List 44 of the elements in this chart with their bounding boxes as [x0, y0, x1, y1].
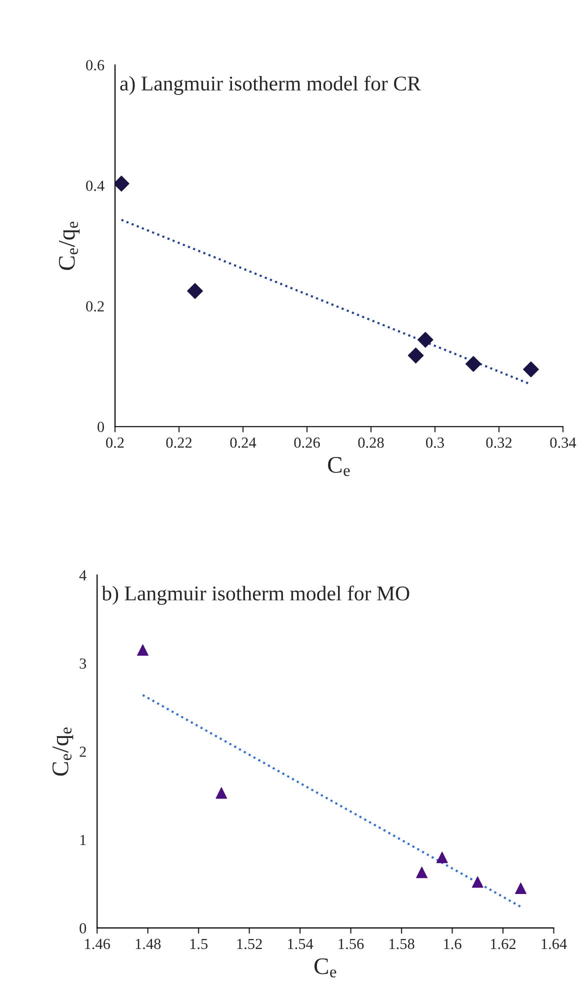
x-axis-title: C$_{e}$ [314, 958, 336, 978]
point [465, 356, 482, 372]
point [515, 882, 526, 894]
x-tick-label: 0.2 [106, 437, 124, 448]
y-tick-label: 0.2 [86, 301, 104, 312]
y-tick-label: 0.6 [86, 60, 104, 70]
point [472, 876, 484, 888]
y-tick-label: 2 [80, 746, 86, 757]
x-tick-label: 1.58 [389, 938, 414, 950]
y-tick-label: 0 [80, 923, 86, 934]
x-tick-label: 0.32 [486, 437, 512, 448]
point [408, 348, 424, 364]
x-tick-label: 1.6 [444, 938, 462, 950]
y-tick-label: 0.4 [86, 180, 104, 191]
y-tick-label: 1 [80, 834, 86, 846]
x-tick-label: 1.46 [85, 938, 110, 950]
x-tick-label: 1.52 [237, 938, 262, 950]
point [436, 852, 448, 864]
point [523, 361, 539, 378]
y-axis-title: C$_{e}$/q$_{e}$ [52, 728, 74, 776]
x-tick-label: 1.54 [288, 938, 314, 950]
point [137, 644, 148, 656]
point [416, 866, 428, 878]
y-tick-label: 3 [80, 658, 86, 669]
point [417, 332, 434, 348]
y-axis-title: C$_{e}$/q$_{e}$ [58, 222, 80, 270]
x-tick-label: 0.3 [426, 437, 444, 448]
x-tick-label: 0.28 [358, 437, 384, 448]
x-tick-label: 1.62 [490, 938, 516, 950]
x-tick-label: 1.64 [542, 938, 567, 950]
x-tick-label: 0.24 [230, 437, 256, 448]
x-tick-label: 0.26 [294, 437, 320, 448]
chart-title: a) Langmuir isotherm model for CR [120, 76, 421, 95]
x-tick-label: 1.5 [190, 938, 208, 950]
y-tick-label: 0 [98, 422, 104, 432]
point [216, 787, 228, 799]
x-tick-label: 1.56 [338, 938, 364, 950]
x-tick-label: 0.22 [166, 437, 192, 448]
chart-title: b) Langmuir isotherm model for MO [102, 586, 410, 605]
x-tick-label: 1.48 [136, 938, 161, 950]
y-tick-label: 4 [79, 570, 86, 580]
x-tick-label: 0.34 [550, 437, 576, 448]
point [187, 283, 203, 299]
x-axis-title: C$_{e}$ [328, 457, 350, 476]
